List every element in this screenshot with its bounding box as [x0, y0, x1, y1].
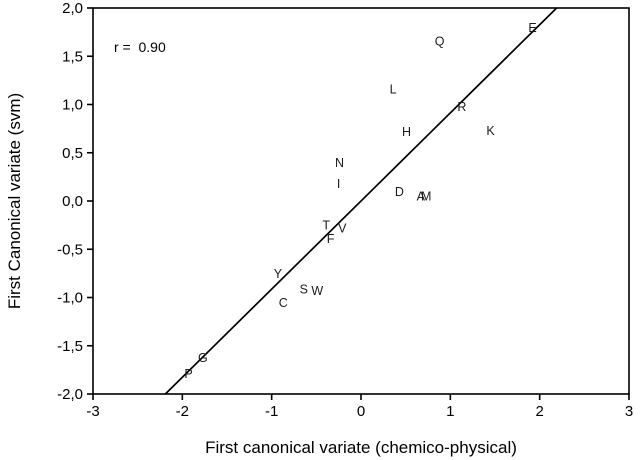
- x-tick-label: 3: [625, 403, 633, 420]
- data-point-C: C: [279, 296, 288, 310]
- y-tick-label: -1,0: [57, 290, 83, 307]
- y-tick-label: -2,0: [57, 386, 83, 403]
- data-point-R: R: [457, 100, 466, 114]
- data-point-F: F: [327, 232, 335, 246]
- data-point-E: E: [528, 21, 536, 35]
- data-point-G: G: [198, 351, 208, 365]
- x-tick-label: 2: [535, 403, 543, 420]
- y-tick-label: 0,5: [62, 145, 83, 162]
- y-tick-label: 1,5: [62, 48, 83, 65]
- fit-line: [164, 7, 558, 395]
- correlation-annotation: r = 0.90: [114, 39, 166, 55]
- y-tick-label: 1,0: [62, 97, 83, 114]
- data-point-A: A: [417, 190, 426, 204]
- data-point-D: D: [395, 185, 404, 199]
- data-point-T: T: [322, 219, 330, 233]
- data-point-L: L: [390, 83, 397, 97]
- x-axis-title: First canonical variate (chemico-physica…: [205, 438, 517, 457]
- x-tick-label: 1: [446, 403, 454, 420]
- data-point-M: M: [421, 190, 431, 204]
- y-tick-label: -0,5: [57, 241, 83, 258]
- data-point-W: W: [311, 284, 323, 298]
- data-point-Q: Q: [435, 34, 445, 48]
- x-tick-label: -1: [265, 403, 278, 420]
- data-point-V: V: [338, 222, 347, 236]
- x-tick-label: -2: [176, 403, 189, 420]
- y-axis-title: First Canonical variate (svm): [5, 93, 24, 309]
- data-point-K: K: [486, 124, 495, 138]
- y-tick-label: 0,0: [62, 193, 83, 210]
- y-tick-label: -1,5: [57, 338, 83, 355]
- data-point-N: N: [335, 156, 344, 170]
- x-tick-label: 0: [357, 403, 365, 420]
- data-point-P: P: [184, 367, 192, 381]
- data-point-S: S: [300, 282, 308, 296]
- data-point-Y: Y: [274, 267, 283, 281]
- data-point-H: H: [402, 125, 411, 139]
- data-point-I: I: [337, 177, 340, 191]
- x-tick-label: -3: [86, 403, 99, 420]
- y-tick-label: 2,0: [62, 0, 83, 17]
